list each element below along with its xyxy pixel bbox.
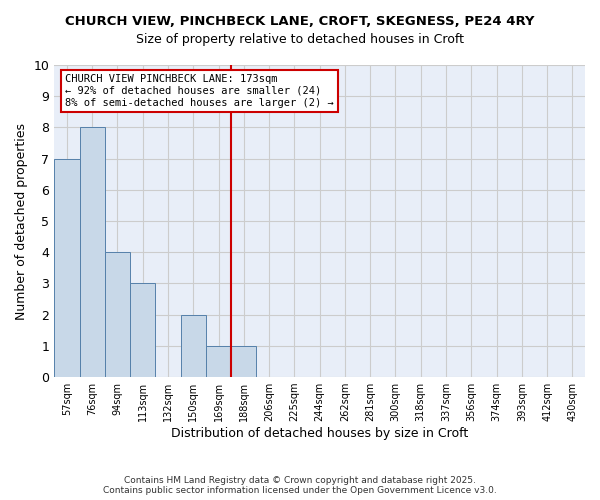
Bar xyxy=(206,346,231,377)
Text: CHURCH VIEW, PINCHBECK LANE, CROFT, SKEGNESS, PE24 4RY: CHURCH VIEW, PINCHBECK LANE, CROFT, SKEG… xyxy=(65,15,535,28)
Bar xyxy=(80,128,105,377)
Y-axis label: Number of detached properties: Number of detached properties xyxy=(15,122,28,320)
Bar xyxy=(181,314,206,377)
Text: CHURCH VIEW PINCHBECK LANE: 173sqm
← 92% of detached houses are smaller (24)
8% : CHURCH VIEW PINCHBECK LANE: 173sqm ← 92%… xyxy=(65,74,334,108)
Text: Contains HM Land Registry data © Crown copyright and database right 2025.
Contai: Contains HM Land Registry data © Crown c… xyxy=(103,476,497,495)
X-axis label: Distribution of detached houses by size in Croft: Distribution of detached houses by size … xyxy=(171,427,468,440)
Bar xyxy=(54,158,80,377)
Bar xyxy=(105,252,130,377)
Bar xyxy=(231,346,256,377)
Bar xyxy=(130,284,155,377)
Text: Size of property relative to detached houses in Croft: Size of property relative to detached ho… xyxy=(136,32,464,46)
